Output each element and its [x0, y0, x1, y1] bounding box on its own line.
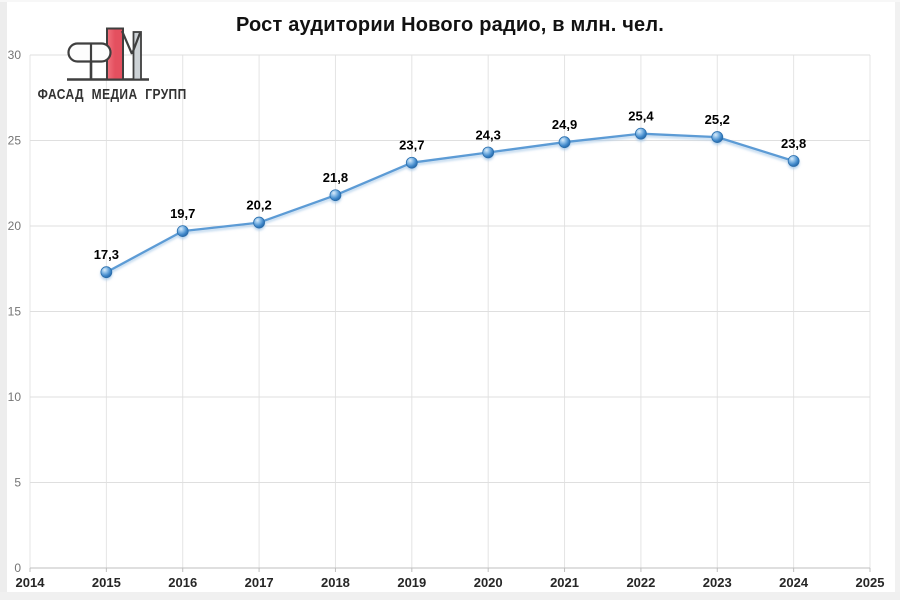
logo-m-diagonal-down — [120, 30, 134, 55]
data-point-marker — [482, 146, 495, 159]
x-axis-tick-label: 2024 — [779, 575, 809, 590]
data-point-label: 20,2 — [246, 198, 271, 213]
data-point-label: 24,9 — [552, 117, 577, 132]
company-logo-text: ФАСАД МЕДИА ГРУПП — [37, 86, 187, 103]
company-logo-icon — [67, 27, 149, 81]
x-axis-tick-label: 2023 — [703, 575, 732, 590]
logo-pill — [67, 42, 112, 63]
y-axis-tick-label: 5 — [14, 476, 21, 490]
data-point-label: 25,4 — [628, 109, 654, 124]
window-frame-right — [895, 0, 900, 600]
data-point-marker — [711, 131, 724, 143]
x-axis-tick-label: 2017 — [245, 575, 274, 590]
chart-title: Рост аудитории Нового радио, в млн. чел. — [235, 14, 665, 36]
data-point-label: 19,7 — [170, 206, 195, 221]
company-logo: ФАСАД МЕДИА ГРУПП — [20, 22, 196, 108]
window-frame-bottom — [0, 592, 900, 600]
y-axis-tick-label: 25 — [8, 134, 22, 148]
logo-silver-bar — [132, 31, 142, 81]
data-point-label: 17,3 — [94, 247, 119, 262]
data-series — [100, 127, 800, 279]
data-point-marker — [787, 155, 800, 167]
data-point-label: 25,2 — [705, 112, 730, 127]
x-axis-tick-label: 2022 — [626, 575, 655, 590]
data-point-marker — [100, 266, 113, 279]
y-axis-tick-label: 30 — [8, 48, 22, 62]
x-axis-tick-label: 2016 — [168, 575, 197, 590]
series-line — [105, 132, 795, 274]
y-axis-tick-label: 10 — [8, 390, 22, 404]
data-point-marker — [176, 225, 189, 238]
y-axis-tick-label: 15 — [8, 305, 22, 319]
data-point-marker — [558, 136, 571, 149]
x-axis-tick-label: 2021 — [550, 575, 579, 590]
x-axis-tick-label: 2019 — [397, 575, 426, 590]
data-point-marker — [635, 127, 647, 140]
x-axis-tick-label: 2015 — [92, 575, 121, 590]
x-axis-tick-label: 2025 — [856, 575, 885, 590]
x-axis-tick-label: 2018 — [321, 575, 350, 590]
x-axis-tick-label: 2014 — [16, 575, 46, 590]
data-point-marker — [253, 216, 265, 229]
window-frame-top — [0, 0, 900, 2]
data-point-marker — [329, 189, 342, 202]
x-axis-tick-label: 2020 — [474, 575, 503, 590]
data-point-label: 23,8 — [781, 136, 806, 151]
data-point-label: 21,8 — [323, 170, 348, 185]
data-point-marker — [405, 156, 418, 169]
data-point-label: 23,7 — [399, 138, 424, 153]
window-frame-left — [0, 0, 7, 600]
data-point-label: 24,3 — [476, 127, 501, 142]
y-axis-tick-label: 20 — [8, 219, 22, 233]
logo-m-diagonal-up — [130, 32, 142, 55]
y-axis-tick-label: 0 — [14, 561, 21, 575]
